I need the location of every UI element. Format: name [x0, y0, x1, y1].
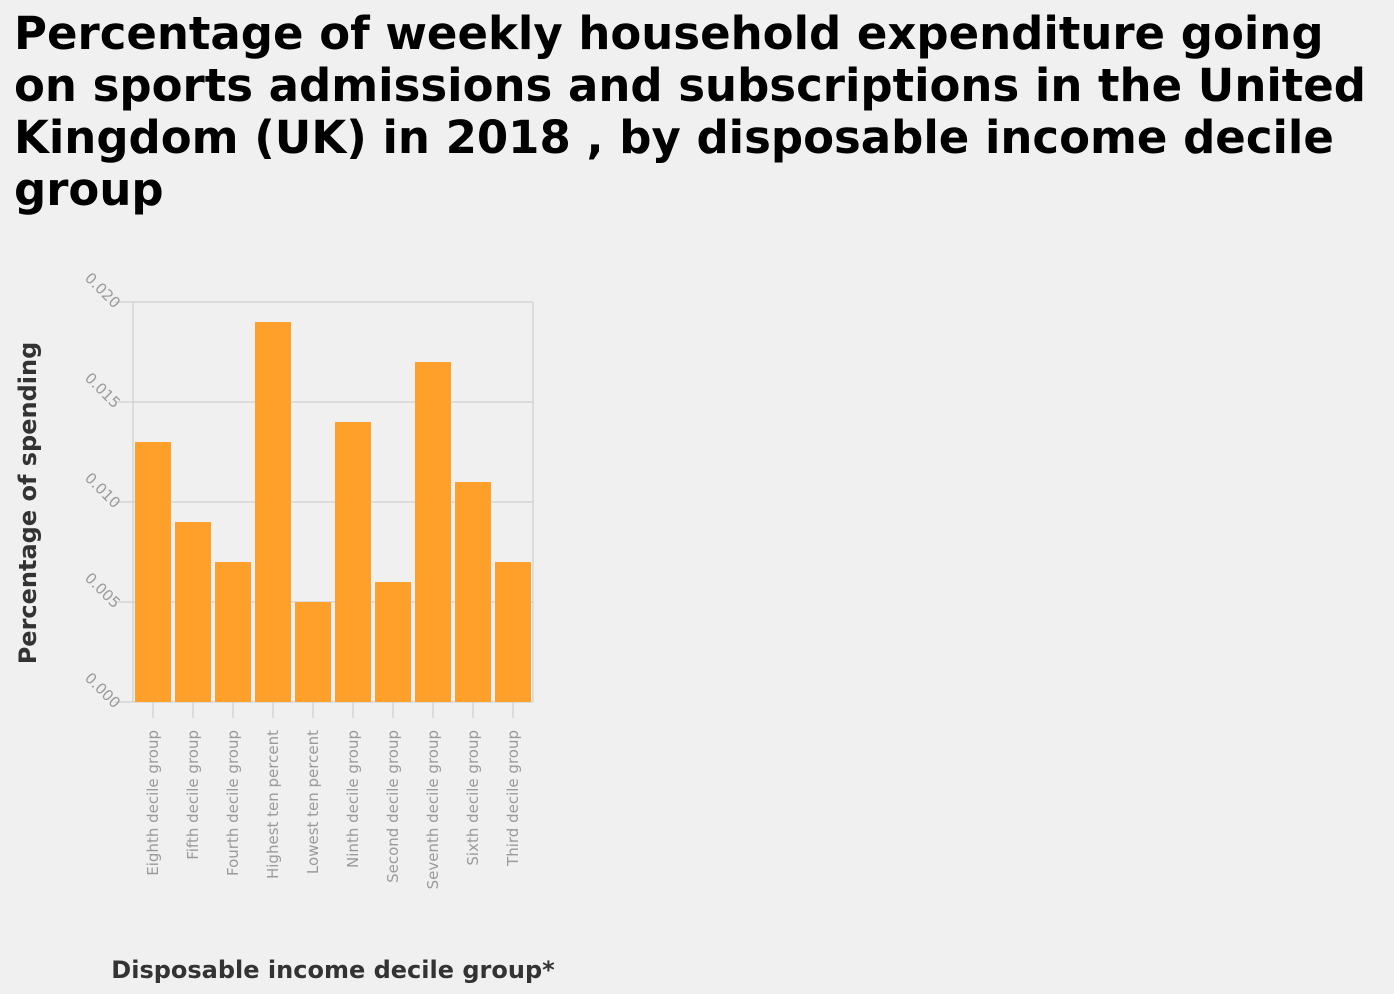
- x-tick-label: Highest ten percent: [264, 730, 282, 879]
- bar[interactable]: [215, 562, 251, 702]
- y-tick-label: 0.020: [81, 269, 124, 312]
- x-tick-label: Third decile group: [504, 730, 522, 867]
- bar[interactable]: [135, 442, 171, 702]
- bar[interactable]: [495, 562, 531, 702]
- x-tick-label: Lowest ten percent: [304, 730, 322, 874]
- y-axis-label: Percentage of spending: [14, 342, 42, 665]
- x-axis-label: Disposable income decile group*: [111, 956, 555, 984]
- bar[interactable]: [175, 522, 211, 702]
- y-tick-label: 0.005: [81, 569, 124, 612]
- bar[interactable]: [255, 322, 291, 702]
- bar[interactable]: [335, 422, 371, 702]
- x-axis-ticks: Eighth decile group Fifth decile group Fou…: [144, 702, 522, 889]
- x-tick-label: Fourth decile group: [224, 730, 242, 876]
- x-tick-label: Fifth decile group: [184, 730, 202, 860]
- bar[interactable]: [455, 482, 491, 702]
- bars: [135, 322, 531, 702]
- y-tick-label: 0.000: [81, 669, 124, 712]
- x-tick-label: Eighth decile group: [144, 730, 162, 876]
- y-tick-label: 0.010: [81, 469, 124, 512]
- x-tick-label: Seventh decile group: [424, 730, 442, 889]
- bar[interactable]: [375, 582, 411, 702]
- x-tick-label: Ninth decile group: [344, 730, 362, 868]
- x-tick-label: Second decile group: [384, 730, 402, 883]
- chart-title: Percentage of weekly household expenditu…: [14, 7, 1367, 216]
- bar[interactable]: [415, 362, 451, 702]
- y-tick-label: 0.015: [81, 369, 124, 412]
- x-tick-label: Sixth decile group: [464, 730, 482, 866]
- bar[interactable]: [295, 602, 331, 702]
- y-axis-ticks: 0.000 0.005 0.010 0.015 0.020: [81, 269, 124, 712]
